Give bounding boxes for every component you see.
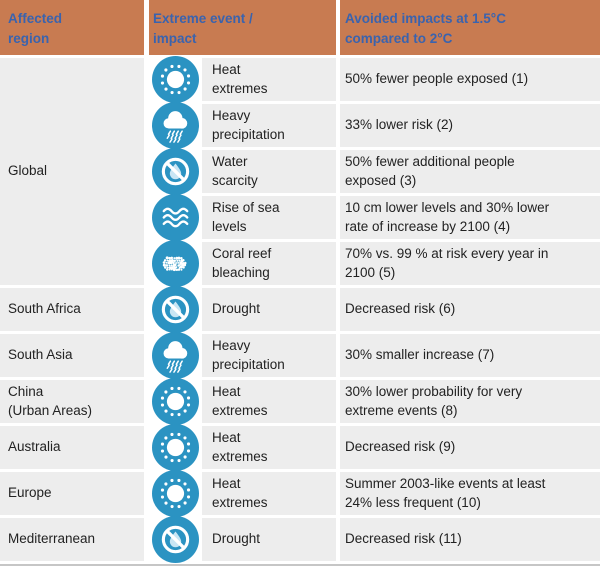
no-water-icon <box>152 516 199 563</box>
impact-label: Heavy precipitation <box>202 334 336 377</box>
impact-label: Heat extremes <box>202 380 336 423</box>
impact-label: Heat extremes <box>202 472 336 515</box>
avoided-impact-value: 33% lower risk (2) <box>340 104 600 147</box>
avoided-impact-value: Summer 2003-like events at least 24% les… <box>340 472 600 515</box>
sun-icon <box>152 56 199 103</box>
column-header-avoided-impacts: Avoided impacts at 1.5°C compared to 2°C <box>340 0 600 55</box>
impact-label: Rise of sea levels <box>202 196 336 239</box>
impact-label: Heavy precipitation <box>202 104 336 147</box>
sun-icon <box>152 424 199 471</box>
region-cell: South Asia <box>0 334 144 377</box>
avoided-impact-value: Decreased risk (11) <box>340 518 600 561</box>
avoided-impact-value: 30% lower probability for very extreme e… <box>340 380 600 423</box>
region-cell: Europe <box>0 472 144 515</box>
coral-icon <box>152 240 199 287</box>
sun-icon <box>152 378 199 425</box>
impact-icon-cell <box>149 332 202 379</box>
avoided-impact-value: Decreased risk (6) <box>340 288 600 331</box>
table-bottom-rule <box>0 564 600 566</box>
impact-icon-cell <box>149 194 202 241</box>
impact-icon-cell <box>149 56 202 103</box>
rain-cloud-icon <box>152 102 199 149</box>
impact-icon-cell <box>149 470 202 517</box>
no-water-icon <box>152 148 199 195</box>
impact-label: Drought <box>202 288 336 331</box>
impact-icon-cell <box>149 102 202 149</box>
column-header-extreme-event-impact: Extreme event / impact <box>149 0 336 55</box>
waves-icon <box>152 194 199 241</box>
impact-icon-cell <box>149 378 202 425</box>
impact-icon-cell <box>149 516 202 563</box>
avoided-impact-value: 70% vs. 99 % at risk every year in 2100 … <box>340 242 600 285</box>
impact-label: Water scarcity <box>202 150 336 193</box>
column-header-affected-region: Affected region <box>0 0 144 55</box>
sun-icon <box>152 470 199 517</box>
impact-label: Coral reef bleaching <box>202 242 336 285</box>
region-cell: China (Urban Areas) <box>0 380 144 423</box>
avoided-impact-value: 10 cm lower levels and 30% lower rate of… <box>340 196 600 239</box>
impact-icon-cell <box>149 424 202 471</box>
impact-label: Heat extremes <box>202 58 336 101</box>
region-cell: Global <box>0 58 144 285</box>
impact-icon-cell <box>149 240 202 287</box>
no-water-icon <box>152 286 199 333</box>
avoided-impact-value: 50% fewer additional people exposed (3) <box>340 150 600 193</box>
impact-icon-cell <box>149 148 202 195</box>
rain-cloud-icon <box>152 332 199 379</box>
region-cell: Australia <box>0 426 144 469</box>
avoided-impact-value: 50% fewer people exposed (1) <box>340 58 600 101</box>
region-cell: Mediterranean <box>0 518 144 561</box>
impact-icon-cell <box>149 286 202 333</box>
avoided-impact-value: Decreased risk (9) <box>340 426 600 469</box>
impact-label: Drought <box>202 518 336 561</box>
impact-label: Heat extremes <box>202 426 336 469</box>
region-cell: South Africa <box>0 288 144 331</box>
avoided-impact-value: 30% smaller increase (7) <box>340 334 600 377</box>
